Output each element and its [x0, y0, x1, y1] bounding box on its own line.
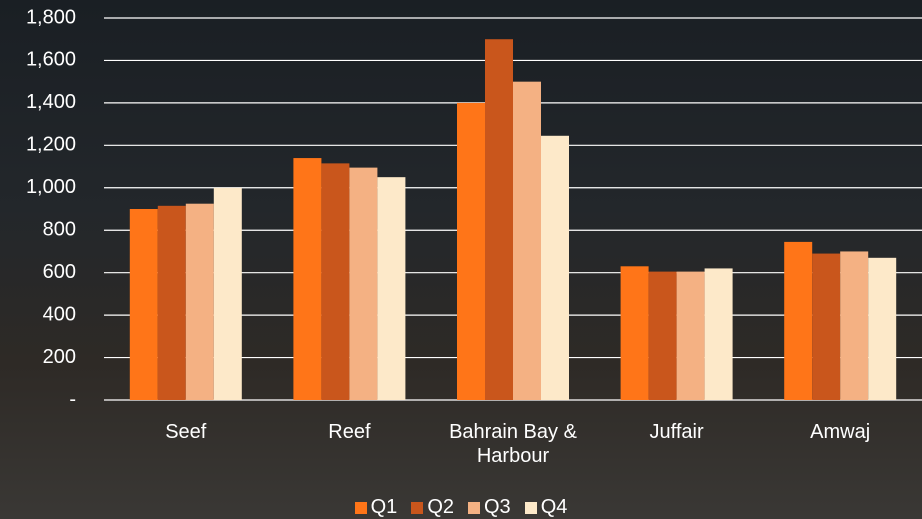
y-tick-label: 800 [43, 219, 76, 241]
x-tick-label: Juffair [592, 420, 762, 444]
legend-swatch [468, 502, 480, 514]
bar [349, 168, 377, 400]
legend-swatch [355, 502, 367, 514]
y-tick-label: - [69, 388, 76, 410]
bar [321, 163, 349, 400]
page: {"chart_data": {"type": "bar", "categori… [0, 0, 922, 519]
y-tick-label: 1,800 [26, 6, 76, 28]
x-tick-label: Seef [101, 420, 271, 444]
bar [677, 272, 705, 400]
bar [649, 272, 677, 400]
bar [621, 266, 649, 400]
bar [513, 82, 541, 400]
y-tick-label: 1,400 [26, 91, 76, 113]
bar [485, 39, 513, 400]
legend-label: Q3 [484, 496, 511, 519]
legend: Q1 Q2 Q3 Q4 [0, 496, 922, 519]
legend-item: Q1 [355, 496, 398, 519]
y-tick-label: 600 [43, 261, 76, 283]
legend-swatch [411, 502, 423, 514]
bar [186, 204, 214, 400]
bar [705, 268, 733, 400]
legend-item: Q4 [525, 496, 568, 519]
bar [541, 136, 569, 400]
bar [377, 177, 405, 400]
bar [214, 188, 242, 400]
y-tick-label: 1,600 [26, 49, 76, 71]
bar [293, 158, 321, 400]
y-tick-label: 200 [43, 346, 76, 368]
bar [784, 242, 812, 400]
legend-label: Q1 [371, 496, 398, 519]
bar [457, 103, 485, 400]
y-tick-label: 1,200 [26, 134, 76, 156]
x-tick-label: Bahrain Bay & Harbour [428, 420, 598, 468]
legend-label: Q4 [541, 496, 568, 519]
legend-label: Q2 [427, 496, 454, 519]
bar [868, 258, 896, 400]
bar [158, 206, 186, 400]
legend-item: Q3 [468, 496, 511, 519]
y-tick-label: 400 [43, 303, 76, 325]
x-tick-label: Amwaj [755, 420, 922, 444]
y-tick-label: 1,000 [26, 176, 76, 198]
bar [130, 209, 158, 400]
bar [812, 254, 840, 400]
legend-swatch [525, 502, 537, 514]
bar [840, 251, 868, 400]
x-tick-label: Reef [264, 420, 434, 444]
legend-item: Q2 [411, 496, 454, 519]
